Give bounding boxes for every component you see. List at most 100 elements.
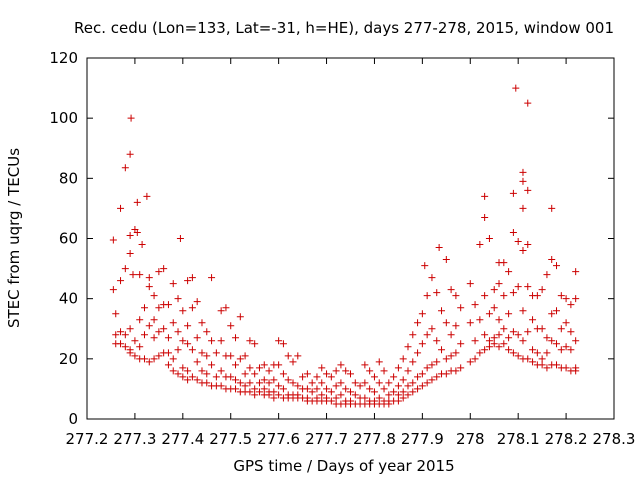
data-point	[160, 325, 168, 333]
data-point	[538, 361, 546, 369]
data-points	[109, 84, 580, 408]
data-point	[126, 231, 134, 239]
x-tick-label: 277.4	[161, 430, 204, 448]
data-point	[361, 361, 369, 369]
y-axis-label: STEC from uqrg / TECUs	[5, 148, 23, 328]
data-point	[394, 397, 402, 405]
data-point	[208, 337, 216, 345]
data-point	[241, 352, 249, 360]
data-point	[404, 382, 412, 390]
data-point	[232, 361, 240, 369]
data-point	[133, 198, 141, 206]
data-point	[332, 394, 340, 402]
data-point	[109, 236, 117, 244]
data-point	[414, 319, 422, 327]
data-point	[179, 307, 187, 315]
data-point	[342, 385, 350, 393]
data-point	[390, 388, 398, 396]
data-point	[150, 316, 158, 324]
data-point	[543, 271, 551, 279]
data-point	[404, 343, 412, 351]
data-point	[538, 325, 546, 333]
data-point	[184, 340, 192, 348]
data-point	[399, 376, 407, 384]
data-point	[409, 388, 417, 396]
data-point	[509, 228, 517, 236]
data-point	[414, 373, 422, 381]
data-point	[553, 340, 561, 348]
data-point	[179, 364, 187, 372]
data-point	[174, 328, 182, 336]
y-tick-label: 20	[59, 350, 78, 368]
x-tick-label: 278.1	[497, 430, 540, 448]
data-point	[385, 400, 393, 408]
data-point	[279, 340, 287, 348]
data-point	[529, 346, 537, 354]
data-point	[169, 367, 177, 375]
data-point	[485, 343, 493, 351]
data-point	[241, 370, 249, 378]
data-point	[562, 319, 570, 327]
data-point	[332, 367, 340, 375]
data-point	[203, 379, 211, 387]
y-tick-label: 60	[59, 230, 78, 248]
x-tick-label: 277.3	[113, 430, 156, 448]
data-point	[203, 370, 211, 378]
data-point	[418, 370, 426, 378]
data-point	[548, 310, 556, 318]
data-point	[217, 307, 225, 315]
data-point	[308, 379, 316, 387]
data-point	[385, 391, 393, 399]
data-point	[433, 358, 441, 366]
data-point	[452, 349, 460, 357]
data-point	[145, 322, 153, 330]
data-point	[255, 364, 263, 372]
data-point	[227, 352, 235, 360]
data-point	[270, 376, 278, 384]
data-point	[442, 355, 450, 363]
data-point	[294, 352, 302, 360]
data-point	[385, 379, 393, 387]
data-point	[342, 367, 350, 375]
data-point	[121, 164, 129, 172]
data-point	[519, 204, 527, 212]
data-point	[126, 325, 134, 333]
data-point	[117, 340, 125, 348]
data-point	[380, 385, 388, 393]
data-point	[435, 244, 443, 252]
data-point	[131, 352, 139, 360]
y-tick-label: 0	[68, 410, 78, 428]
data-point	[548, 256, 556, 264]
data-point	[323, 385, 331, 393]
x-tick-label: 277.5	[209, 430, 252, 448]
data-point	[409, 331, 417, 339]
data-point	[129, 271, 137, 279]
data-point	[466, 319, 474, 327]
data-point	[495, 280, 503, 288]
data-point	[323, 370, 331, 378]
data-point	[414, 385, 422, 393]
data-point	[414, 349, 422, 357]
data-point	[232, 334, 240, 342]
data-point	[509, 189, 517, 197]
data-point	[155, 328, 163, 336]
data-point	[495, 343, 503, 351]
data-point	[140, 355, 148, 363]
data-point	[533, 292, 541, 300]
data-point	[505, 346, 513, 354]
data-point	[313, 373, 321, 381]
data-point	[251, 391, 259, 399]
y-tick-label: 120	[49, 49, 78, 67]
data-point	[567, 328, 575, 336]
data-point	[270, 394, 278, 402]
data-point	[512, 84, 520, 92]
data-point	[126, 250, 134, 258]
data-point	[524, 99, 532, 107]
data-point	[208, 274, 216, 282]
data-point	[227, 373, 235, 381]
data-point	[265, 379, 273, 387]
data-point	[236, 379, 244, 387]
data-point	[481, 346, 489, 354]
data-point	[284, 352, 292, 360]
data-point	[533, 349, 541, 357]
